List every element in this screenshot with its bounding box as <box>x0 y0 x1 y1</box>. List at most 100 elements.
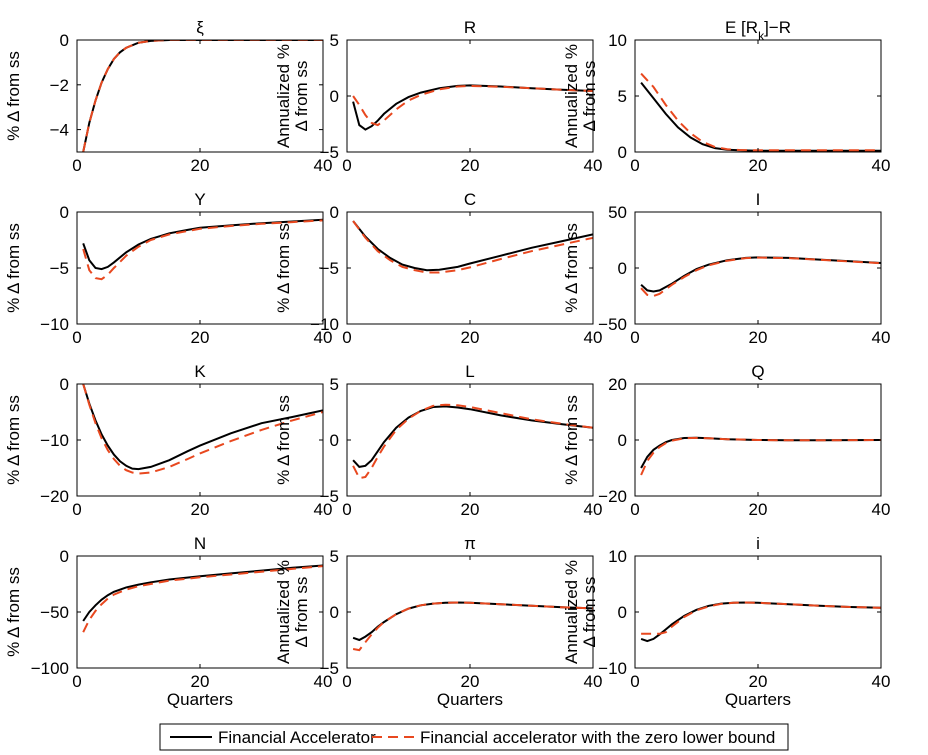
y-tick-label: −20 <box>598 487 627 506</box>
x-tick-label: 40 <box>584 156 603 175</box>
y-tick-label: 20 <box>608 375 627 394</box>
x-tick-label: 0 <box>72 500 81 519</box>
y-tick-label: 0 <box>330 603 339 622</box>
x-tick-label: 0 <box>630 500 639 519</box>
series-line-2 <box>82 40 323 152</box>
panel-title: K <box>194 362 206 381</box>
x-tick-label: 20 <box>461 156 480 175</box>
y-axis-label: Annualized % <box>562 44 581 148</box>
series-line-2 <box>641 601 881 635</box>
panel-title: Y <box>194 190 205 209</box>
y-tick-label: 0 <box>60 31 69 50</box>
y-tick-label: −20 <box>40 487 69 506</box>
axes-frame <box>346 383 594 497</box>
y-axis-label: % Δ from ss <box>4 395 23 485</box>
x-tick-label: 40 <box>584 500 603 519</box>
y-tick-label: −2 <box>50 76 69 95</box>
series-line-1 <box>352 405 593 468</box>
y-tick-label: −5 <box>50 259 69 278</box>
y-tick-label: −100 <box>31 659 69 678</box>
x-tick-label: 40 <box>314 672 333 691</box>
series-line-1 <box>352 220 593 272</box>
x-tick-label: 20 <box>749 156 768 175</box>
legend-box <box>159 723 789 751</box>
y-tick-label: 5 <box>330 547 339 566</box>
series-line-2 <box>352 403 593 480</box>
x-tick-label: 20 <box>461 328 480 347</box>
x-tick-label: 0 <box>342 500 351 519</box>
x-tick-label: 20 <box>191 328 210 347</box>
panel-title: C <box>464 190 476 209</box>
panel-3: 0 20 40 0 5 10 E [Rk]−R Annualized % Δ from ss <box>562 18 890 175</box>
y-tick-label: 5 <box>330 31 339 50</box>
series-line-1 <box>352 84 593 131</box>
y-axis-label: % Δ from ss <box>562 223 581 313</box>
x-tick-label: 0 <box>72 672 81 691</box>
y-tick-label: 0 <box>618 603 627 622</box>
y-tick-label: −10 <box>40 315 69 334</box>
y-axis-label: Δ from ss <box>292 577 311 648</box>
x-tick-label: 20 <box>749 328 768 347</box>
x-tick-label: 0 <box>72 156 81 175</box>
y-tick-label: 50 <box>608 203 627 222</box>
x-tick-label: 0 <box>342 156 351 175</box>
panel-title: ξ <box>196 18 204 37</box>
series-line-1 <box>640 256 881 293</box>
y-axis-label: % Δ from ss <box>562 395 581 485</box>
x-tick-label: 0 <box>342 328 351 347</box>
x-tick-label: 40 <box>584 672 603 691</box>
x-tick-label: 40 <box>314 500 333 519</box>
x-tick-label: 0 <box>630 328 639 347</box>
y-tick-label: −5 <box>320 259 339 278</box>
x-axis-label: Quarters <box>725 690 791 709</box>
series-line-1 <box>82 564 323 622</box>
x-tick-label: 40 <box>872 672 891 691</box>
y-tick-label: −10 <box>598 659 627 678</box>
panel-10: 0 20 40 −100 −50 0 N % Δ from ss Quarters <box>4 534 332 709</box>
panel-7: 0 20 40 −20 −10 0 K % Δ from ss <box>4 362 332 519</box>
x-tick-label: 0 <box>630 672 639 691</box>
x-tick-label: 20 <box>191 156 210 175</box>
x-axis-label: Quarters <box>437 690 503 709</box>
x-tick-label: 0 <box>342 672 351 691</box>
y-tick-label: 0 <box>618 431 627 450</box>
y-tick-label: −10 <box>310 315 339 334</box>
x-tick-label: 40 <box>314 328 333 347</box>
axes-frame <box>346 555 594 669</box>
series-line-1 <box>640 436 881 469</box>
axes-frame <box>634 39 882 153</box>
x-tick-label: 20 <box>461 672 480 691</box>
y-axis-label: % Δ from ss <box>4 567 23 657</box>
axes-frame <box>346 39 594 153</box>
panel-title: R <box>464 18 476 37</box>
x-tick-label: 40 <box>872 328 891 347</box>
legend-label-series-1: Financial Accelerator <box>218 728 376 747</box>
series-line-2 <box>352 220 593 274</box>
y-tick-label: −50 <box>40 603 69 622</box>
y-tick-label: 10 <box>608 547 627 566</box>
series-line-2 <box>640 436 881 476</box>
y-tick-label: −5 <box>320 487 339 506</box>
x-tick-label: 20 <box>191 672 210 691</box>
x-tick-label: 40 <box>872 500 891 519</box>
series-line-2 <box>352 84 593 127</box>
y-tick-label: 0 <box>60 375 69 394</box>
panels: 0 20 40−4−20ξ% Δ from ss0 20 40−505RAnnualiz… <box>4 18 890 709</box>
panel-1: 0 20 40 −4 −2 0 ξ % Δ from ss <box>4 18 332 175</box>
panel-title: Q <box>751 362 764 381</box>
y-tick-label: 0 <box>330 431 339 450</box>
y-tick-label: −50 <box>598 315 627 334</box>
x-tick-label: 20 <box>749 500 768 519</box>
y-tick-label: 0 <box>330 87 339 106</box>
x-axis-label: Quarters <box>167 690 233 709</box>
series-line-2 <box>352 601 593 652</box>
panel-5: 0 20 40−10−50C% Δ from ss <box>274 190 602 347</box>
y-tick-label: −4 <box>50 121 69 140</box>
y-tick-label: −10 <box>40 431 69 450</box>
panel-title: L <box>465 362 474 381</box>
